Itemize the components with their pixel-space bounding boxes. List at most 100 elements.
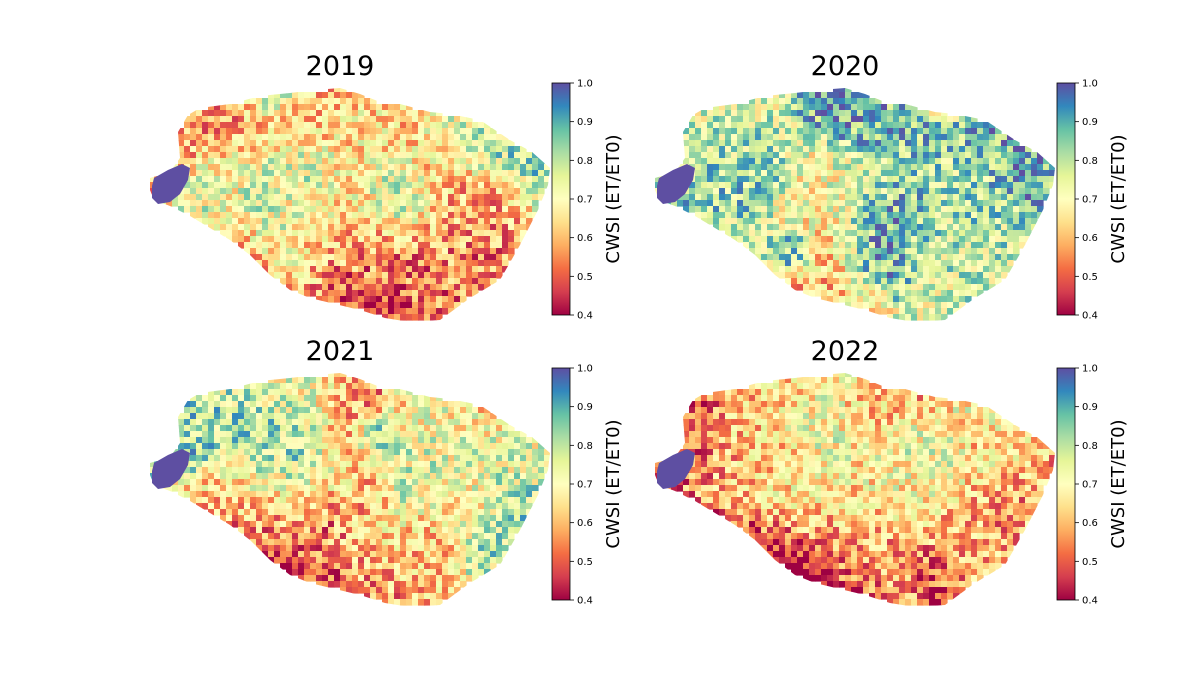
raster-cell [190, 200, 197, 207]
raster-cell [364, 383, 371, 390]
raster-cell [478, 521, 485, 528]
raster-cell [520, 194, 527, 201]
raster-cell [953, 272, 960, 279]
raster-cell [989, 254, 996, 261]
raster-cell [268, 236, 275, 243]
raster-cell [1007, 218, 1014, 225]
raster-cell [418, 527, 425, 534]
raster-cell [466, 266, 473, 273]
raster-cell [815, 242, 822, 249]
raster-cell [917, 182, 924, 189]
raster-cell [316, 377, 323, 384]
raster-cell [508, 158, 515, 165]
raster-cell [773, 260, 780, 267]
raster-cell [358, 389, 365, 396]
raster-cell [418, 176, 425, 183]
raster-cell [472, 206, 479, 213]
raster-cell [334, 188, 341, 195]
raster-cell [803, 272, 810, 279]
raster-cell [322, 431, 329, 438]
raster-cell [352, 437, 359, 444]
raster-cell [274, 218, 281, 225]
raster-cell [803, 152, 810, 159]
raster-cell [346, 164, 353, 171]
raster-cell [388, 104, 395, 111]
raster-cell [376, 443, 383, 450]
raster-cell [1025, 224, 1032, 231]
raster-cell [250, 200, 257, 207]
raster-cell [544, 449, 550, 456]
raster-cell [797, 242, 804, 249]
raster-cell [334, 407, 341, 414]
raster-cell [364, 473, 371, 480]
raster-cell [448, 425, 455, 432]
raster-cell [1001, 158, 1008, 165]
raster-cell [424, 425, 431, 432]
raster-cell [869, 116, 876, 123]
raster-cell [352, 503, 359, 510]
raster-cell [947, 140, 954, 147]
raster-cell [490, 419, 497, 426]
raster-cell [454, 290, 461, 297]
raster-cell [773, 218, 780, 225]
raster-cell [394, 302, 401, 309]
raster-cell [881, 116, 888, 123]
raster-cell [346, 407, 353, 414]
raster-cell [412, 272, 419, 279]
raster-cell [1013, 140, 1020, 147]
raster-cell [448, 443, 455, 450]
raster-cell [346, 383, 353, 390]
raster-cell [418, 218, 425, 225]
raster-cell [442, 194, 449, 201]
raster-cell [821, 254, 828, 261]
raster-cell [436, 473, 443, 480]
raster-cell [478, 218, 485, 225]
raster-cell [430, 479, 437, 486]
raster-cell [244, 188, 251, 195]
raster-cell [394, 110, 401, 117]
raster-cell [244, 455, 251, 462]
raster-cell [454, 218, 461, 225]
raster-cell [767, 98, 774, 105]
raster-cell [286, 407, 293, 414]
raster-cell [364, 503, 371, 510]
raster-cell [286, 170, 293, 177]
raster-cell [478, 479, 485, 486]
raster-cell [454, 116, 461, 123]
raster-cell [250, 236, 257, 243]
raster-cell [430, 302, 437, 309]
raster-cell [845, 170, 852, 177]
raster-cell [460, 236, 467, 243]
raster-cell [334, 401, 341, 408]
raster-cell [424, 248, 431, 255]
raster-cell [899, 230, 906, 237]
raster-cell [430, 515, 437, 522]
raster-cell [376, 455, 383, 462]
raster-cell [977, 188, 984, 195]
raster-cell [232, 200, 239, 207]
raster-cell [232, 497, 239, 504]
raster-cell [202, 485, 209, 492]
raster-cell [442, 140, 449, 147]
raster-cell [304, 134, 311, 141]
raster-cell [334, 449, 341, 456]
raster-cell [875, 260, 882, 267]
raster-cell [893, 290, 900, 297]
raster-cell [815, 206, 822, 213]
raster-cell [400, 497, 407, 504]
raster-cell [256, 437, 263, 444]
raster-cell [340, 377, 347, 384]
raster-cell [935, 200, 942, 207]
raster-cell [412, 308, 419, 315]
raster-cell [478, 236, 485, 243]
raster-cell [322, 533, 329, 540]
raster-cell [322, 455, 329, 462]
raster-cell [514, 443, 521, 450]
raster-cell [929, 308, 936, 315]
raster-cell [322, 419, 329, 426]
raster-cell [238, 401, 245, 408]
raster-cell [358, 431, 365, 438]
raster-cell [803, 158, 810, 165]
raster-cell [232, 236, 239, 243]
raster-cell [514, 497, 521, 504]
